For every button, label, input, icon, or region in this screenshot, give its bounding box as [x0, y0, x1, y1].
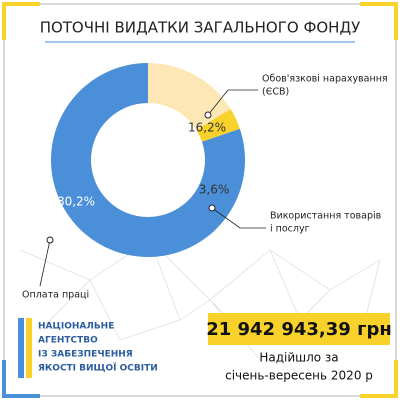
caption: Надійшло за [259, 351, 338, 365]
category-label: Обов'язкові нарахування [262, 74, 388, 85]
caption: січень-вересень 2020 р [225, 369, 373, 383]
logo-text: НАЦІОНАЛЬНЕ [38, 322, 114, 332]
frame-corner [2, 360, 40, 398]
donut-segment [50, 63, 245, 257]
category-label: Використання товарів [270, 211, 382, 222]
frame [3, 3, 397, 397]
amount: 21 942 943,39 грн [206, 319, 392, 340]
logo-mark [26, 318, 32, 378]
logo-text: АГЕНТСТВО [38, 336, 98, 346]
logo-mark [18, 318, 24, 378]
leader-line [207, 89, 258, 116]
leader-line [39, 239, 51, 287]
leader-dot [204, 111, 212, 119]
amount-box [208, 313, 390, 345]
logo-text: ІЗ ЗАБЕЗПЕЧЕННЯ [38, 350, 133, 360]
value-label: 16,2% [188, 121, 226, 135]
category-label: (ЄСВ) [262, 87, 289, 98]
leader-line [211, 207, 266, 229]
logo-text: ЯКОСТІ ВИЩОЇ ОСВІТИ [38, 363, 158, 374]
chart-title: ПОТОЧНІ ВИДАТКИ ЗАГАЛЬНОГО ФОНДУ [40, 19, 361, 37]
category-label: Оплата праці [22, 290, 89, 301]
leader-dot [208, 204, 216, 212]
category-label: і послуг [270, 224, 310, 235]
donut-segment [196, 109, 240, 142]
leader-dot [46, 236, 54, 244]
value-label: 80,2% [57, 195, 95, 209]
value-label: 3,6% [199, 183, 230, 197]
